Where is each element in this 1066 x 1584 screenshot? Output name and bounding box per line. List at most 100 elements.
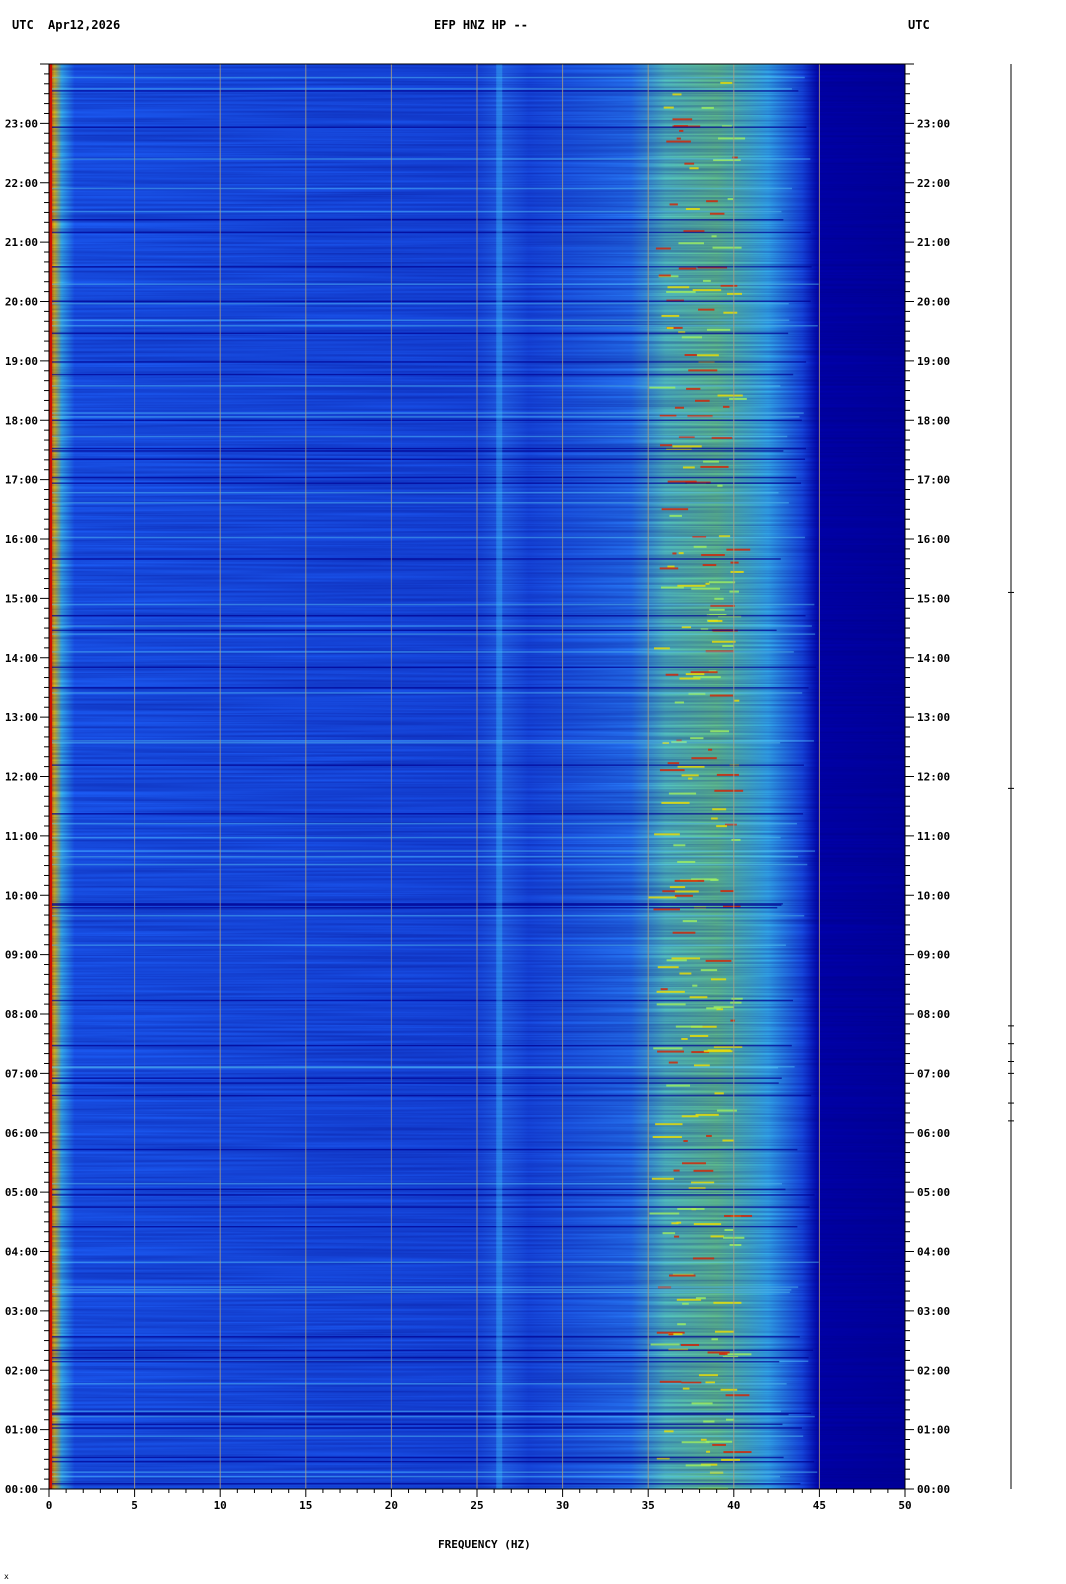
hot-spot <box>674 406 685 409</box>
hot-spot <box>648 896 677 899</box>
hot-spot <box>713 159 741 162</box>
hot-spot <box>724 823 737 826</box>
hot-spot <box>689 167 699 170</box>
hot-spot <box>727 198 734 201</box>
hot-spot <box>669 886 686 889</box>
hot-spot <box>688 1187 706 1190</box>
hot-spot <box>710 1235 724 1238</box>
hot-spot <box>666 290 696 293</box>
streak <box>49 1194 815 1196</box>
hot-spot <box>697 354 719 357</box>
hot-spot <box>689 996 708 999</box>
hot-spot <box>660 444 673 447</box>
hot-spot <box>666 959 687 962</box>
hot-spot <box>723 1451 752 1454</box>
hot-spot <box>714 597 724 600</box>
hot-spot <box>702 564 717 567</box>
hot-spot <box>712 246 742 249</box>
y-tick-label: 18:00 <box>5 414 38 427</box>
hot-spot <box>709 1471 724 1474</box>
y-tick-label-right: 00:00 <box>917 1483 950 1496</box>
hot-spot <box>672 93 682 96</box>
hot-spot <box>686 387 701 390</box>
streak <box>49 419 802 422</box>
hot-spot <box>667 480 697 483</box>
hot-spot <box>706 1007 721 1010</box>
hot-spot <box>678 267 697 270</box>
hot-spot <box>657 1050 684 1053</box>
y-tick-label: 03:00 <box>5 1305 38 1318</box>
x-tick-label: 0 <box>46 1499 53 1512</box>
streak <box>49 740 814 742</box>
hot-spot <box>666 1084 691 1087</box>
hot-spot <box>724 1229 734 1232</box>
hot-spot <box>691 757 717 760</box>
y-tick-label-right: 12:00 <box>917 771 950 784</box>
hot-spot <box>677 1323 686 1326</box>
y-tick-label-right: 19:00 <box>917 355 950 368</box>
x-tick-label: 10 <box>214 1499 227 1512</box>
hot-spot <box>664 1430 674 1433</box>
streak <box>49 482 802 484</box>
hot-spot <box>668 1333 683 1336</box>
spectral-line <box>496 64 503 1489</box>
hot-spot <box>725 1418 735 1421</box>
streak <box>49 1383 787 1385</box>
hot-spot <box>711 235 717 238</box>
streak <box>49 266 812 268</box>
y-tick-label: 15:00 <box>5 592 38 605</box>
hot-spot <box>731 838 741 841</box>
streak <box>49 822 797 825</box>
hot-spot <box>693 1223 722 1226</box>
x-tick-label: 5 <box>131 1499 138 1512</box>
hot-spot <box>671 1222 679 1225</box>
hot-spot <box>672 118 693 121</box>
streak <box>49 944 786 946</box>
hot-spot <box>685 1464 711 1467</box>
hot-spot <box>668 792 697 795</box>
hot-spot <box>713 1006 734 1009</box>
hot-spot <box>674 894 693 897</box>
y-tick-label: 04:00 <box>5 1246 38 1259</box>
y-tick-label-right: 17:00 <box>917 474 950 487</box>
hot-spot <box>672 552 677 555</box>
hot-spot <box>722 405 730 408</box>
hot-spot <box>703 1420 715 1423</box>
streak <box>49 385 781 387</box>
left-timezone-label: UTC <box>12 18 34 32</box>
hot-spot <box>710 730 730 733</box>
hot-spot <box>681 336 703 339</box>
hot-spot <box>649 1212 680 1215</box>
y-tick-label-right: 05:00 <box>917 1186 950 1199</box>
streak <box>49 1360 780 1363</box>
hot-spot <box>678 242 704 245</box>
hot-spot <box>671 957 701 960</box>
hot-spot <box>690 671 718 674</box>
hot-spot <box>655 247 671 250</box>
hot-spot <box>691 1051 710 1054</box>
hot-spot <box>687 415 713 418</box>
streak <box>49 856 799 858</box>
hot-spot <box>688 369 718 372</box>
hot-spot <box>681 774 699 777</box>
station-title: EFP HNZ HP -- <box>434 18 528 32</box>
y-tick-label: 09:00 <box>5 949 38 962</box>
hot-spot <box>710 978 727 981</box>
y-tick-label: 16:00 <box>5 533 38 546</box>
hot-spot <box>709 212 725 215</box>
hot-spot <box>672 931 696 934</box>
streak <box>49 1225 798 1228</box>
streak <box>49 1066 795 1068</box>
streak <box>49 187 792 190</box>
hot-spot <box>685 207 700 210</box>
y-tick-label-right: 23:00 <box>917 117 950 130</box>
streak <box>49 863 808 866</box>
hot-spot <box>674 701 685 704</box>
y-tick-label-right: 07:00 <box>917 1067 950 1080</box>
streak <box>49 603 815 606</box>
streak <box>49 1475 780 1478</box>
hot-spot <box>685 673 705 676</box>
streak <box>49 1206 810 1208</box>
hot-spot <box>666 327 674 330</box>
streak <box>49 231 811 234</box>
